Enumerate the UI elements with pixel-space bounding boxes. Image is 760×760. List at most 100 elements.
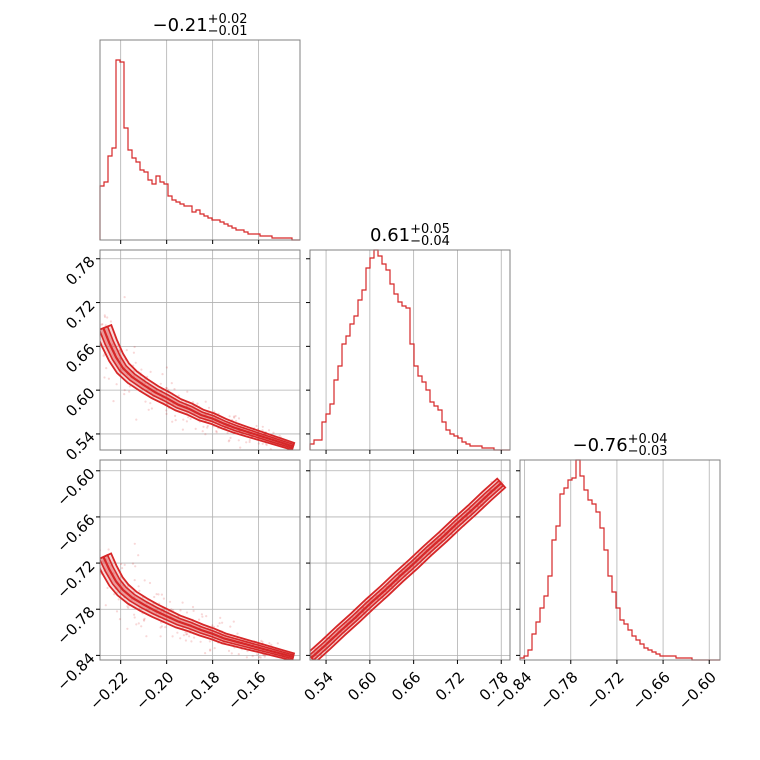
title-minus: −0.01 (208, 24, 248, 39)
panel-frame (519, 459, 721, 661)
sample-point (209, 649, 212, 652)
sample-point (115, 610, 119, 613)
sample-point (179, 609, 182, 612)
sample-point (128, 390, 131, 393)
sample-point (229, 625, 232, 628)
sample-point (191, 605, 195, 609)
sample-point (144, 400, 147, 403)
sample-point (103, 376, 106, 379)
sample-point (278, 434, 281, 437)
sample-point (159, 382, 162, 385)
sample-point (118, 618, 121, 621)
x-tick-label: −0.60 (675, 668, 720, 713)
sample-point (207, 406, 211, 409)
sample-point (103, 314, 106, 317)
y-tick-label: 0.60 (62, 384, 98, 420)
sample-point (133, 616, 136, 619)
sample-point (270, 643, 273, 647)
x-tick-label: −0.66 (629, 668, 674, 713)
sample-point (106, 586, 109, 590)
sample-point (145, 635, 148, 638)
sample-point (213, 647, 216, 650)
sample-point (149, 402, 152, 405)
panel-0-0 (99, 39, 301, 244)
sample-point (157, 593, 160, 596)
sample-point (123, 393, 126, 396)
sample-point (181, 601, 184, 604)
sample-point (189, 417, 192, 420)
density-contour-inner (100, 325, 295, 450)
title-value: −0.76 (572, 435, 627, 456)
sample-point (267, 429, 271, 432)
sample-point (104, 604, 107, 607)
sample-point (165, 387, 168, 390)
sample-point (211, 624, 214, 627)
sample-point (107, 548, 110, 551)
sample-point (88, 330, 90, 332)
sample-point (100, 323, 103, 326)
sample-point (103, 315, 107, 318)
sample-point (309, 660, 311, 662)
sample-point (219, 616, 222, 620)
sample-point (153, 595, 156, 599)
sample-point (96, 336, 98, 338)
sample-point (237, 417, 241, 420)
sample-point (165, 366, 168, 369)
sample-point (251, 655, 254, 658)
sample-point (239, 446, 242, 449)
sample-point (140, 625, 143, 628)
sample-point (137, 554, 140, 557)
sample-point (201, 615, 204, 618)
sample-point (261, 425, 264, 428)
sample-point (194, 427, 197, 430)
sample-point (96, 556, 98, 558)
sample-point (171, 420, 174, 423)
sample-point (229, 436, 232, 439)
sample-point (265, 443, 268, 447)
sample-point (123, 296, 126, 299)
sample-point (160, 593, 163, 596)
sample-point (258, 656, 261, 659)
sample-point (101, 323, 104, 326)
sample-point (218, 622, 221, 625)
title-value: −0.21 (152, 15, 207, 36)
sample-point (187, 416, 190, 419)
sample-point (276, 642, 279, 645)
sample-point (261, 442, 264, 445)
sample-point (232, 620, 235, 623)
sample-point (94, 320, 96, 322)
y-tick-label: −0.66 (53, 511, 98, 556)
sample-point (261, 429, 264, 432)
sample-point (143, 579, 146, 582)
sample-point (185, 611, 189, 614)
sample-point (148, 581, 152, 585)
panel-2-2: −0.84 −0.78 −0.72 −0.66 −0.60 (490, 459, 721, 713)
sample-point (133, 613, 136, 616)
sample-point (193, 636, 196, 639)
sample-point (179, 637, 182, 640)
sample-point (168, 600, 172, 603)
sample-point (205, 615, 208, 618)
sample-point (104, 324, 107, 327)
sample-point (209, 648, 212, 651)
sample-point (133, 345, 136, 349)
density-ridge (102, 556, 294, 658)
sample-point (159, 635, 162, 638)
sample-point (186, 633, 189, 636)
sample-point (161, 373, 164, 376)
y-tick-label: −0.60 (53, 465, 98, 510)
sample-point (118, 357, 121, 360)
panel-2-1: 0.54 0.60 0.66 0.72 0.78 (300, 459, 512, 704)
scatter-group (309, 477, 507, 662)
sample-point (264, 442, 267, 445)
sample-point (260, 639, 263, 643)
sample-point (245, 656, 248, 659)
title-minus: −0.04 (410, 234, 450, 249)
sample-point (174, 414, 177, 417)
x-tick-label: −0.22 (86, 668, 131, 713)
sample-point (263, 655, 266, 658)
sample-point (150, 407, 153, 410)
sample-point (188, 635, 191, 638)
sample-point (137, 622, 140, 625)
